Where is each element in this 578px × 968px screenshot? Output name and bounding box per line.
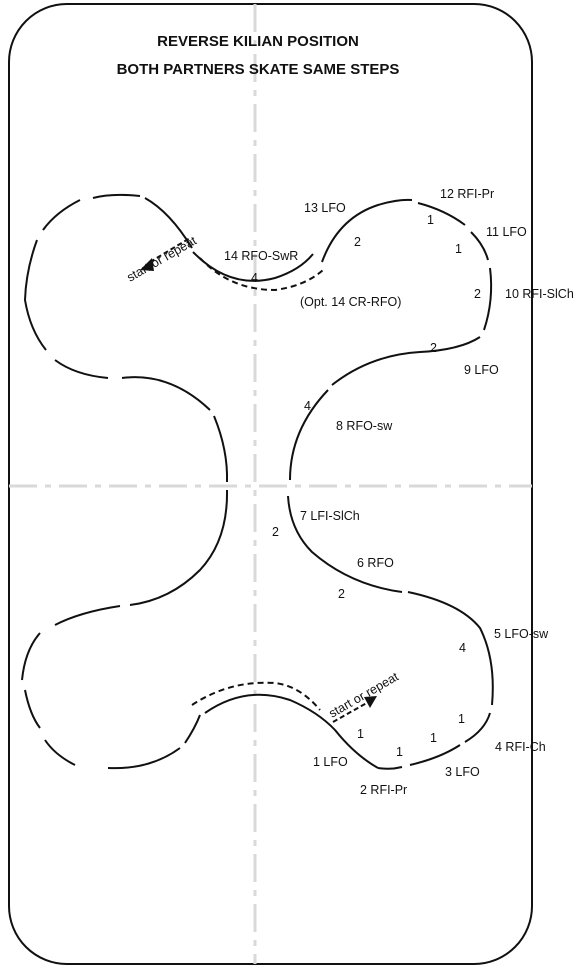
count-8: 4 bbox=[304, 399, 311, 413]
pattern-edge bbox=[407, 591, 494, 706]
pattern-edge bbox=[483, 267, 493, 331]
count-4: 1 bbox=[458, 712, 465, 726]
pattern-edge bbox=[331, 336, 481, 386]
step-13-label: 13 LFO bbox=[304, 201, 346, 215]
pattern-edge bbox=[184, 714, 201, 744]
step-10-label: 10 RFI-SlCh bbox=[505, 287, 574, 301]
count-2: 1 bbox=[396, 745, 403, 759]
pattern-edge bbox=[54, 605, 121, 626]
count-13: 2 bbox=[354, 235, 361, 249]
count-12: 1 bbox=[427, 213, 434, 227]
pattern-edge bbox=[44, 739, 76, 766]
optional-edge-dashed bbox=[199, 257, 324, 292]
rink-outline bbox=[8, 3, 533, 965]
pattern-edge bbox=[204, 693, 379, 769]
pattern-edge bbox=[287, 495, 403, 593]
count-3: 1 bbox=[430, 731, 437, 745]
pattern-edge bbox=[23, 239, 47, 351]
pattern-edge bbox=[289, 389, 329, 481]
count-5: 4 bbox=[459, 641, 466, 655]
step-6-label: 6 RFO bbox=[357, 556, 394, 570]
pattern-edge bbox=[24, 689, 41, 729]
pattern-edge bbox=[464, 712, 491, 743]
pattern-edge bbox=[417, 202, 466, 226]
count-6: 2 bbox=[338, 587, 345, 601]
step-4-label: 4 RFI-Ch bbox=[495, 740, 546, 754]
opt-14-label: (Opt. 14 CR-RFO) bbox=[300, 295, 401, 309]
title-line-2: BOTH PARTNERS SKATE SAME STEPS bbox=[117, 61, 400, 78]
pattern-edge bbox=[409, 744, 461, 766]
count-11: 1 bbox=[455, 242, 462, 256]
count-7: 2 bbox=[272, 525, 279, 539]
step-8-label: 8 RFO-sw bbox=[336, 419, 393, 433]
count-10: 2 bbox=[474, 287, 481, 301]
pattern-edge bbox=[213, 415, 229, 483]
step-9-label: 9 LFO bbox=[464, 363, 499, 377]
arrowhead-icon bbox=[140, 258, 154, 271]
step-11-label: 11 LFO bbox=[486, 225, 527, 239]
count-1: 1 bbox=[357, 727, 364, 741]
arrowhead-icon bbox=[364, 696, 377, 708]
pattern-edge bbox=[42, 199, 81, 231]
pattern-edge bbox=[377, 766, 403, 770]
step-14-label: 14 RFO-SwR bbox=[224, 249, 298, 263]
pattern-edge bbox=[92, 193, 141, 199]
optional-edge-dashed bbox=[191, 681, 321, 711]
step-12-label: 12 RFI-Pr bbox=[440, 187, 494, 201]
pattern-edge bbox=[54, 359, 109, 379]
pattern-edge bbox=[470, 231, 489, 261]
pattern-edge bbox=[107, 747, 181, 770]
count-14: 4 bbox=[251, 271, 258, 285]
step-1-label: 1 LFO bbox=[313, 755, 348, 769]
pattern-edge bbox=[321, 198, 413, 263]
step-7-label: 7 LFI-SlCh bbox=[300, 509, 360, 523]
step-3-label: 3 LFO bbox=[445, 765, 480, 779]
pattern-edge bbox=[144, 197, 193, 249]
count-9: 2 bbox=[430, 341, 437, 355]
pattern-edge bbox=[121, 376, 211, 411]
pattern-edge bbox=[192, 251, 314, 282]
pattern-edge bbox=[21, 632, 41, 681]
step-2-label: 2 RFI-Pr bbox=[360, 783, 407, 797]
step-5-label: 5 LFO-sw bbox=[494, 627, 549, 641]
title-line-1: REVERSE KILIAN POSITION bbox=[157, 33, 359, 50]
pattern-edge bbox=[129, 489, 229, 606]
